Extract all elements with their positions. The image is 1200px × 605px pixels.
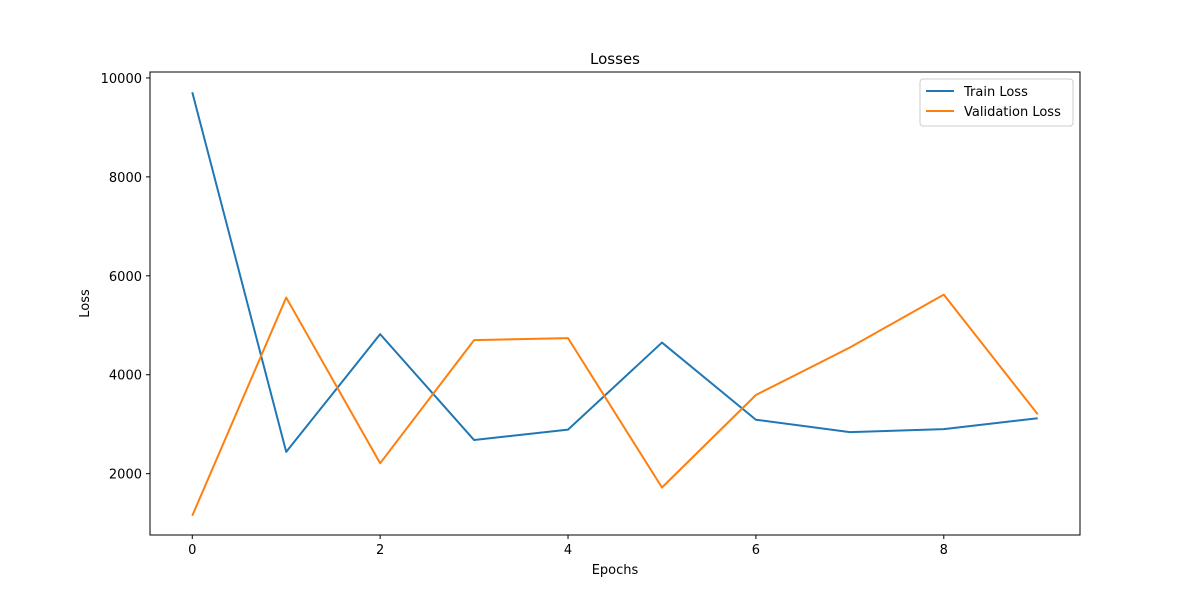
x-tick-label: 4 bbox=[564, 543, 572, 558]
y-axis: 2000 4000 6000 8000 10000 bbox=[101, 72, 150, 483]
x-axis: 0 2 4 6 8 bbox=[188, 535, 948, 558]
y-tick-label: 2000 bbox=[109, 468, 142, 483]
y-tick-label: 4000 bbox=[109, 369, 142, 384]
legend: Train Loss Validation Loss bbox=[919, 78, 1074, 127]
legend-box bbox=[919, 78, 1074, 127]
x-tick-label: 6 bbox=[752, 543, 760, 558]
plot-frame bbox=[149, 71, 1081, 536]
y-axis-label: Loss bbox=[78, 289, 93, 318]
y-tick-label: 10000 bbox=[101, 72, 142, 87]
x-tick-label: 2 bbox=[376, 543, 384, 558]
series-line-validation-loss bbox=[191, 293, 1039, 517]
x-tick-label: 0 bbox=[188, 543, 196, 558]
legend-label-train-loss: Train Loss bbox=[963, 85, 1028, 100]
chart-title: Losses bbox=[590, 50, 640, 68]
series-layer bbox=[191, 92, 1039, 517]
x-tick-label: 8 bbox=[940, 543, 948, 558]
legend-label-validation-loss: Validation Loss bbox=[964, 105, 1061, 120]
y-tick-label: 8000 bbox=[109, 171, 142, 186]
x-axis-label: Epochs bbox=[592, 563, 639, 578]
series-line-train-loss bbox=[191, 92, 1038, 453]
y-tick-label: 6000 bbox=[109, 270, 142, 285]
